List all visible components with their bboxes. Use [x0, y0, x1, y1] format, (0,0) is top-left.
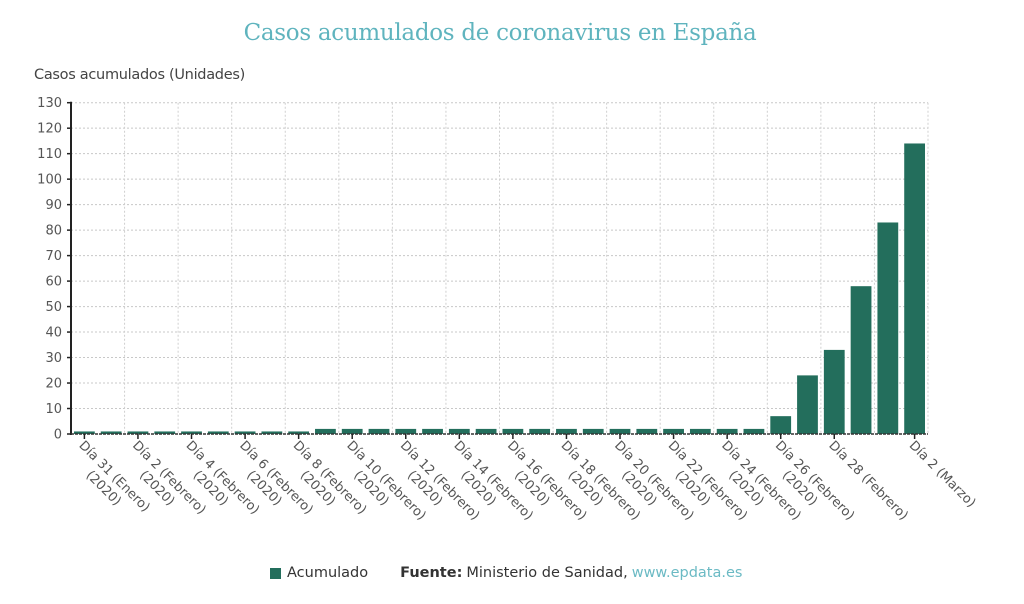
bar[interactable] — [422, 428, 443, 434]
legend-item-acumulado[interactable]: Acumulado — [270, 565, 368, 581]
y-tick-label: 10 — [45, 402, 62, 417]
bar[interactable] — [636, 428, 658, 434]
y-tick-label: 120 — [37, 122, 62, 137]
y-tick-label: 40 — [45, 326, 62, 341]
chart-title: Casos acumulados de coronavirus en Españ… — [243, 20, 757, 46]
bar[interactable] — [743, 428, 765, 434]
bar[interactable] — [341, 428, 363, 434]
bar[interactable] — [127, 431, 149, 434]
y-tick-label: 20 — [45, 377, 62, 392]
y-tick-label: 80 — [45, 224, 62, 239]
y-tick-label: 70 — [45, 249, 62, 264]
legend-swatch — [270, 567, 281, 579]
bar[interactable] — [234, 431, 256, 434]
bar[interactable] — [154, 431, 176, 434]
bar[interactable] — [288, 431, 310, 434]
gridlines — [71, 102, 929, 434]
y-tick-label: 130 — [37, 96, 62, 111]
y-tick-label: 0 — [54, 428, 62, 443]
bar[interactable] — [395, 428, 417, 434]
bars — [74, 143, 925, 434]
y-ticks: 0 10 20 30 40 50 60 70 80 90 100 110 120 130 — [37, 96, 71, 443]
x-tick-label: Día 2 (Marzo) — [906, 438, 979, 511]
bar[interactable] — [582, 428, 604, 434]
source-text: Ministerio de Sanidad, — [466, 565, 628, 581]
bar[interactable] — [797, 375, 818, 434]
bar[interactable] — [904, 143, 925, 434]
y-tick-label: 30 — [45, 351, 62, 366]
x-ticks: Día 31 (Enero)(2020) Día 2 (Febrero)(2020… — [76, 434, 979, 524]
bar[interactable] — [716, 428, 738, 434]
y-tick-label: 50 — [45, 300, 62, 315]
bar[interactable] — [689, 428, 711, 434]
bar[interactable] — [823, 349, 845, 434]
x-tick-label-line1: Día 2 (Marzo) — [906, 438, 979, 511]
bar[interactable] — [181, 431, 202, 434]
bar[interactable] — [850, 286, 872, 434]
legend-label: Acumulado — [287, 565, 369, 581]
y-tick-label: 90 — [45, 198, 62, 213]
bar[interactable] — [770, 416, 792, 434]
bar[interactable] — [609, 428, 631, 434]
source-label: Fuente: — [400, 565, 463, 581]
bar[interactable] — [368, 428, 390, 434]
bar[interactable] — [100, 431, 122, 434]
bar[interactable] — [74, 431, 95, 434]
bar[interactable] — [315, 428, 336, 434]
bar[interactable] — [207, 431, 229, 434]
bar[interactable] — [448, 428, 470, 434]
bar[interactable] — [877, 222, 899, 434]
y-tick-label: 100 — [37, 173, 62, 188]
bar[interactable] — [556, 428, 577, 434]
bar[interactable] — [529, 428, 551, 434]
bar[interactable] — [475, 428, 497, 434]
y-tick-label: 110 — [37, 147, 62, 162]
bar[interactable] — [663, 428, 684, 434]
axes — [70, 101, 928, 435]
bar[interactable] — [502, 428, 524, 434]
source-link[interactable]: www.epdata.es — [631, 565, 743, 581]
legend: Acumulado Fuente: Ministerio de Sanidad,… — [270, 565, 742, 581]
y-tick-label: 60 — [45, 275, 62, 290]
bar[interactable] — [261, 431, 283, 434]
y-axis-title: Casos acumulados (Unidades) — [34, 67, 245, 83]
